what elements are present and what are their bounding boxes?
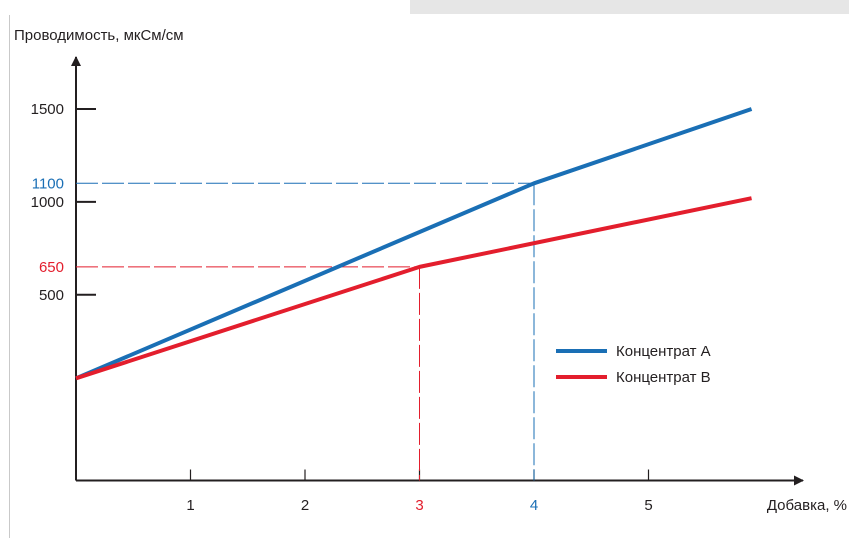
reference-label: 1100 [32, 175, 64, 192]
legend-label: Концентрат А [616, 343, 711, 360]
y-tick-label: 1500 [31, 101, 64, 118]
x-tick-label: 3 [415, 497, 423, 514]
x-tick-label: 1 [186, 497, 194, 514]
x-tick-label: 2 [301, 497, 309, 514]
legend-label: Концентрат В [616, 369, 711, 386]
x-tick-label: 5 [644, 497, 652, 514]
series-line [75, 107, 753, 381]
y-axis-label: Проводимость, мкСм/см [14, 27, 184, 44]
reference-label: 650 [39, 259, 64, 276]
y-tick-label: 1000 [31, 194, 64, 211]
y-tick-label: 500 [39, 287, 64, 304]
frame-line [9, 15, 10, 538]
x-axis-label: Добавка, % [767, 497, 847, 514]
header-bar [410, 0, 849, 14]
x-tick-label: 4 [530, 497, 538, 514]
series-line [75, 196, 752, 381]
